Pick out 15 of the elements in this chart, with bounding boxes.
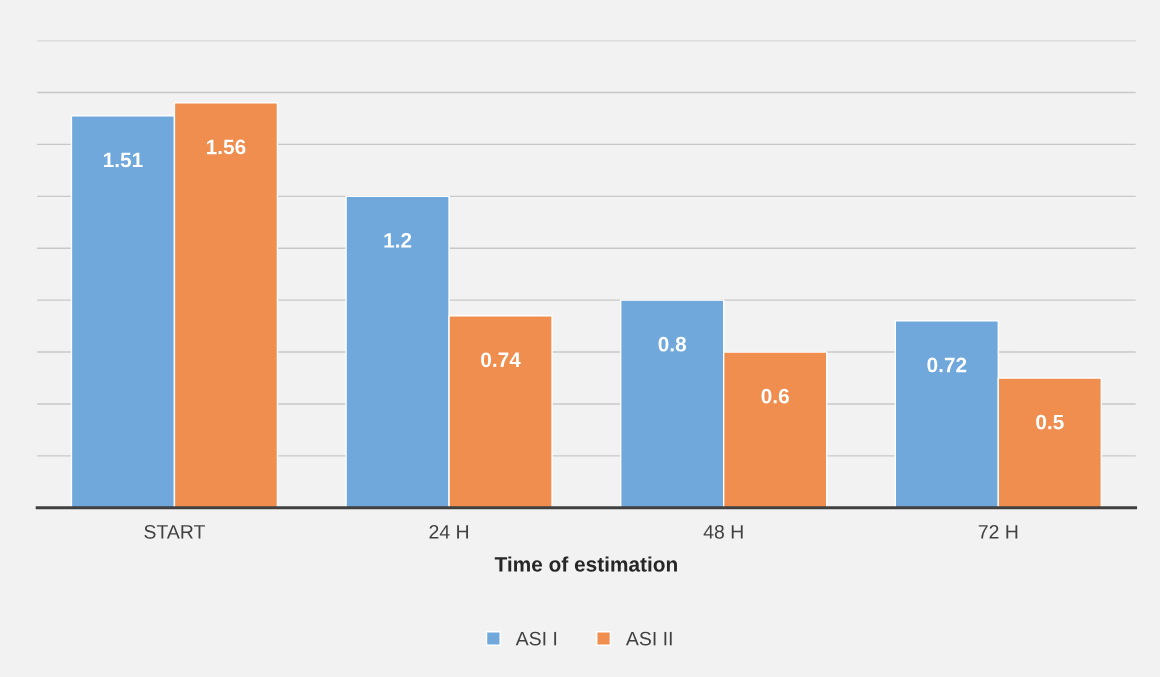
x-tick-label: START [144, 524, 205, 539]
legend-label: ASI II [625, 631, 672, 646]
data-label: 1.56 [206, 139, 246, 155]
data-label: 0.8 [658, 336, 687, 352]
data-label: 0.6 [761, 388, 789, 404]
data-label: 0.72 [927, 357, 967, 373]
x-axis-title: Time of estimation [494, 556, 677, 572]
data-label: 0.5 [1036, 414, 1064, 430]
x-tick-label: 48 H [703, 524, 743, 539]
data-label: 1.2 [384, 233, 412, 248]
x-tick-label: 24 H [429, 524, 469, 539]
x-tick-label: 72 H [978, 524, 1018, 539]
data-label: 1.51 [103, 152, 143, 168]
data-label: 0.74 [481, 352, 521, 368]
legend-label: ASI I [515, 631, 557, 646]
